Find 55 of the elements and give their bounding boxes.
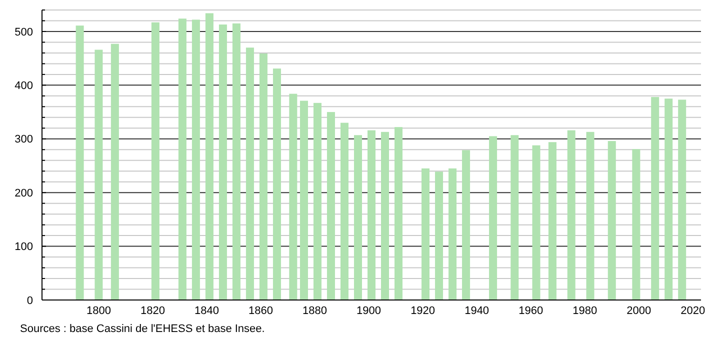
bar bbox=[340, 122, 348, 300]
x-tick-label: 2000 bbox=[626, 305, 652, 317]
y-tick-label: 300 bbox=[14, 134, 33, 146]
bar bbox=[205, 13, 214, 300]
x-tick-label: 1840 bbox=[194, 305, 219, 317]
bar bbox=[608, 141, 616, 300]
y-tick-label: 0 bbox=[26, 294, 33, 307]
bar bbox=[272, 68, 281, 300]
bar bbox=[586, 132, 594, 300]
bar bbox=[394, 127, 403, 300]
bar bbox=[94, 50, 103, 300]
y-tick-label: 200 bbox=[14, 187, 33, 200]
bar bbox=[326, 112, 335, 300]
bar bbox=[192, 20, 200, 300]
bar bbox=[664, 98, 673, 300]
bar bbox=[76, 26, 84, 300]
bar bbox=[259, 54, 268, 300]
bar bbox=[651, 97, 660, 300]
x-tick-label: 2020 bbox=[680, 305, 706, 317]
y-tick-label: 100 bbox=[14, 241, 33, 254]
bar bbox=[567, 130, 576, 300]
bar bbox=[632, 149, 640, 300]
bar bbox=[178, 18, 186, 300]
x-tick-label: 1940 bbox=[464, 305, 490, 317]
x-tick-label: 1920 bbox=[410, 305, 436, 317]
x-tick-label: 1800 bbox=[86, 305, 111, 317]
bar bbox=[381, 132, 390, 300]
bar bbox=[246, 48, 254, 300]
bar bbox=[151, 22, 160, 300]
bar bbox=[289, 94, 298, 300]
bar bbox=[354, 135, 362, 300]
bar bbox=[232, 23, 240, 300]
bar bbox=[368, 130, 376, 300]
bar bbox=[462, 150, 470, 300]
bar bbox=[548, 142, 556, 300]
bar bbox=[422, 168, 430, 300]
bar bbox=[532, 145, 540, 300]
x-tick-label: 1900 bbox=[356, 305, 382, 317]
bar bbox=[678, 100, 686, 300]
bar bbox=[313, 102, 322, 300]
bar bbox=[300, 100, 308, 300]
x-tick-label: 1880 bbox=[302, 305, 328, 317]
bar bbox=[218, 24, 227, 300]
bar bbox=[448, 168, 457, 300]
x-tick-label: 1860 bbox=[248, 305, 274, 317]
x-tick-label: 1960 bbox=[518, 305, 544, 317]
bar bbox=[510, 135, 519, 300]
y-tick-label: 400 bbox=[14, 80, 33, 92]
bar bbox=[435, 172, 444, 300]
x-tick-label: 1820 bbox=[140, 305, 165, 317]
y-tick-label: 500 bbox=[14, 26, 33, 38]
x-tick-label: 1980 bbox=[572, 305, 598, 317]
bar bbox=[489, 136, 498, 300]
source-note: Sources : base Cassini de l'EHESS et base Insee. bbox=[20, 323, 265, 335]
bar bbox=[110, 44, 119, 300]
